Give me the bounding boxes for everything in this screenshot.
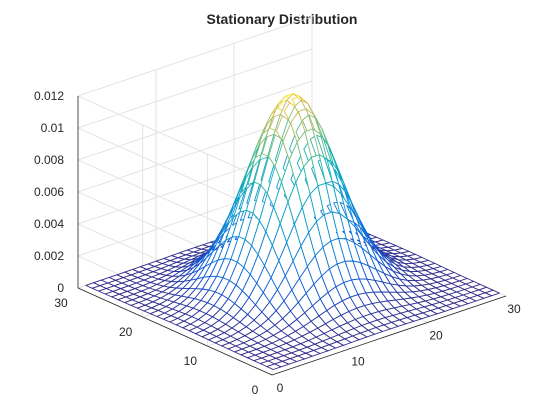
surface-mesh — [85, 93, 500, 370]
y-tick-label: 20 — [119, 325, 133, 339]
z-tick-label: 0.008 — [34, 153, 64, 167]
y-tick-label: 30 — [54, 296, 68, 310]
z-tick-label: 0.01 — [41, 121, 65, 135]
z-tick-label: 0 — [57, 281, 64, 295]
chart-title: Stationary Distribution — [207, 11, 358, 27]
x-tick-label: 10 — [351, 355, 365, 369]
axes-lines — [77, 96, 507, 376]
left-wall-grid-line — [77, 95, 273, 184]
x-tick-label: 20 — [429, 328, 443, 342]
x-axis-line — [271, 295, 507, 376]
z-tick-label: 0.002 — [34, 249, 64, 263]
z-tick-label: 0.012 — [34, 89, 64, 103]
z-tick-label: 0.004 — [34, 217, 64, 231]
z-axis-ticks: 0 0.002 0.004 0.006 0.008 0.01 0.012 — [34, 89, 64, 295]
back-wall-grid-line — [77, 48, 313, 129]
y-axis-line — [77, 287, 273, 376]
z-tick-label: 0.006 — [34, 185, 64, 199]
x-tick-label: 0 — [277, 381, 284, 395]
x-tick-label: 30 — [507, 302, 521, 316]
y-tick-label: 0 — [252, 383, 259, 397]
back-wall-grid-line — [77, 16, 313, 97]
back-wall-grid-line — [77, 80, 313, 161]
y-axis-ticks: 0 10 20 30 — [54, 296, 258, 397]
y-tick-label: 10 — [184, 354, 198, 368]
surface-cell — [484, 289, 500, 297]
x-axis-ticks: 0 10 20 30 — [277, 302, 521, 395]
